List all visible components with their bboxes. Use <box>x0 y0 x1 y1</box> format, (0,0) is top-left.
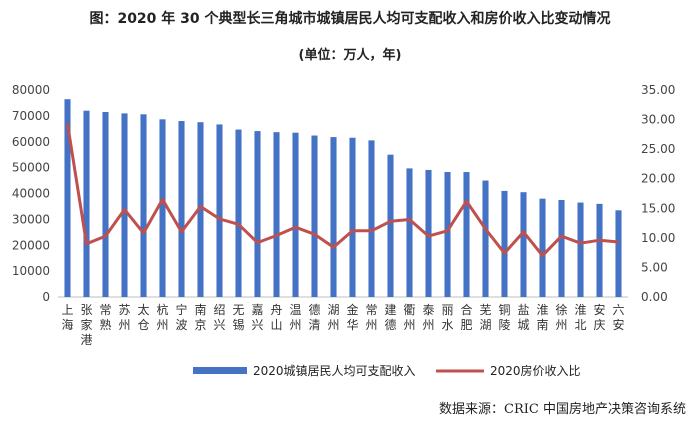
ratio-line <box>66 123 619 258</box>
income-bar <box>615 210 622 297</box>
x-tick-label: 徐州 <box>555 302 567 332</box>
x-tick-label: 绍兴 <box>213 303 225 332</box>
chart-title: 图：2020 年 30 个典型长三角城市城镇居民人均可支配收入和房价收入比变动情… <box>89 11 611 27</box>
x-tick-label: 湖州 <box>327 302 339 332</box>
x-tick-label: 泰州 <box>422 303 434 332</box>
income-bar <box>444 172 451 297</box>
right-tick-label: 30.00 <box>641 113 675 127</box>
x-tick-label: 衢州 <box>403 303 415 332</box>
x-axis-labels: 上海张家港常熟苏州太仓杭州宁波南京绍兴无锡嘉兴舟山温州德清湖州金华常州建德衢州泰… <box>61 302 624 347</box>
x-tick-label: 金华 <box>346 302 358 332</box>
x-tick-label: 芜湖 <box>479 303 491 332</box>
x-tick-label: 六安 <box>612 303 624 332</box>
income-bar <box>121 113 128 297</box>
left-tick-label: 50000 <box>12 161 50 175</box>
x-tick-label: 建德 <box>384 303 396 332</box>
right-tick-label: 15.00 <box>641 201 675 215</box>
x-tick-label: 宁波 <box>175 302 187 332</box>
income-bar <box>330 137 337 297</box>
income-bar <box>273 132 280 297</box>
income-bar <box>216 124 223 297</box>
right-tick-label: 20.00 <box>641 172 675 186</box>
right-tick-label: 35.00 <box>641 83 675 97</box>
right-tick-label: 10.00 <box>641 231 675 245</box>
x-tick-label: 常州 <box>365 303 377 332</box>
x-tick-label: 温州 <box>289 303 301 332</box>
chart-subtitle: (单位：万人，年) <box>298 48 402 63</box>
income-bar <box>463 172 470 297</box>
income-bar <box>349 137 356 297</box>
right-tick-label: 5.00 <box>641 260 668 274</box>
x-tick-label: 德清 <box>308 302 320 332</box>
income-bar <box>140 114 147 297</box>
legend-bar-swatch <box>193 367 247 374</box>
income-bar <box>387 154 394 297</box>
x-tick-label: 杭州 <box>156 302 168 332</box>
income-bar <box>83 110 90 297</box>
left-tick-label: 0 <box>42 290 50 304</box>
income-bar <box>406 168 413 297</box>
x-tick-label: 上海 <box>61 303 73 332</box>
x-tick-label: 苏州 <box>118 303 130 332</box>
income-bar <box>520 192 527 297</box>
left-tick-label: 40000 <box>12 187 50 201</box>
income-bar <box>482 180 489 297</box>
x-tick-label: 淮南 <box>536 303 548 332</box>
x-tick-label: 无锡 <box>232 303 244 332</box>
legend-bar-label: 2020城镇居民人均可支配收入 <box>253 364 416 378</box>
income-bar <box>368 140 375 297</box>
income-bar <box>558 199 565 297</box>
x-tick-label: 盐城 <box>517 303 529 332</box>
income-bar <box>501 190 508 297</box>
income-bar <box>178 121 185 297</box>
left-axis: 0 10000 20000 30000 40000 50000 60000 70000 8000… <box>12 83 628 304</box>
x-tick-label: 淮北 <box>574 303 586 332</box>
right-tick-label: 0.00 <box>641 290 668 304</box>
income-bar <box>425 169 432 297</box>
x-tick-label: 常熟 <box>99 303 111 332</box>
income-bar <box>102 111 109 298</box>
legend: 2020城镇居民人均可支配收入 2020房价收入比 <box>193 363 581 378</box>
x-tick-label: 舟山 <box>270 303 282 332</box>
left-tick-label: 70000 <box>12 109 50 123</box>
left-tick-label: 30000 <box>12 212 50 226</box>
income-bars <box>64 99 622 298</box>
right-axis: 0.00 5.00 10.00 15.00 20.00 25.00 30.00 35.00 <box>641 83 675 304</box>
x-tick-label: 太仓 <box>137 302 149 332</box>
income-bar <box>577 202 584 297</box>
x-tick-label: 张家港 <box>80 303 92 347</box>
income-bar <box>159 119 166 297</box>
x-tick-label: 合肥 <box>460 302 472 332</box>
income-bar <box>539 198 546 297</box>
income-bar <box>311 135 318 297</box>
income-bar <box>197 122 204 298</box>
x-tick-label: 嘉兴 <box>251 303 263 332</box>
right-tick-label: 25.00 <box>641 142 675 156</box>
left-tick-label: 10000 <box>12 264 50 278</box>
income-bar <box>596 203 603 297</box>
left-tick-label: 60000 <box>12 135 50 149</box>
income-bar <box>292 132 299 297</box>
x-tick-label: 铜陵 <box>498 302 510 332</box>
income-bar <box>254 131 261 297</box>
income-bar <box>235 129 242 297</box>
left-tick-label: 20000 <box>12 238 50 252</box>
x-tick-label: 南京 <box>194 302 206 332</box>
income-bar <box>64 99 71 297</box>
x-tick-label: 丽水 <box>441 303 453 332</box>
left-tick-label: 80000 <box>12 83 50 97</box>
ratio-line-path <box>66 123 619 258</box>
source-note: 数据来源：CRIC 中国房地产决策咨询系统 <box>439 402 686 417</box>
x-tick-label: 安庆 <box>593 302 605 332</box>
legend-line-label: 2020房价收入比 <box>490 363 581 378</box>
